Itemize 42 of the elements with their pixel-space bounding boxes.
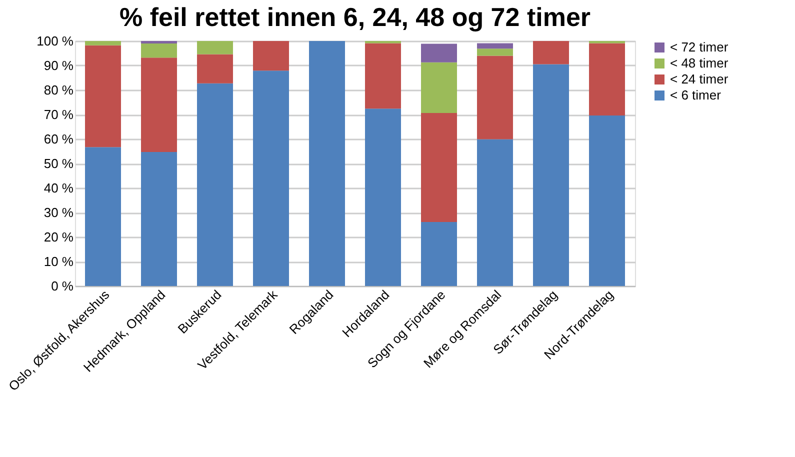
bar [477,43,513,49]
y-tick-label: 30 % [44,205,74,220]
bar [477,56,513,140]
y-tick-label: 10 % [44,254,74,269]
bar [365,108,401,286]
bar [85,41,121,46]
bar [421,62,457,114]
bar [365,43,401,109]
y-tick-label: 80 % [44,82,74,98]
y-tick-label: 40 % [44,180,74,196]
bar [253,41,289,71]
bar [309,41,345,286]
bar [85,45,121,148]
bar [421,222,457,286]
y-tick-label: 20 % [44,230,74,244]
bar [197,41,233,54]
y-tick-label: 50 % [44,156,74,171]
bar [533,64,569,286]
bar [197,54,233,84]
y-tick-label: 90 % [44,58,74,73]
y-tick-label: 100 % [36,34,74,48]
y-tick-label: 70 % [44,107,74,122]
bar [589,115,625,286]
bar [253,70,289,286]
bar [141,43,177,58]
bar [421,113,457,222]
bar [197,83,233,286]
bar [421,44,457,62]
y-tick-label: 60 % [44,132,74,146]
legend-label: < 6 timer [670,88,722,102]
legend-label: < 24 timer [670,72,729,86]
bar [141,152,177,286]
legend-label: < 48 timer [670,56,729,70]
bar [533,41,569,64]
bar [477,48,513,56]
chart-title: % feil rettet innen 6, 24, 48 og 72 timer [119,2,591,32]
bar [477,139,513,286]
bar [141,58,177,152]
bar [589,43,625,116]
bar [85,147,121,286]
legend-label: < 72 timer [670,40,729,54]
y-tick-label: 0 % [51,278,74,294]
